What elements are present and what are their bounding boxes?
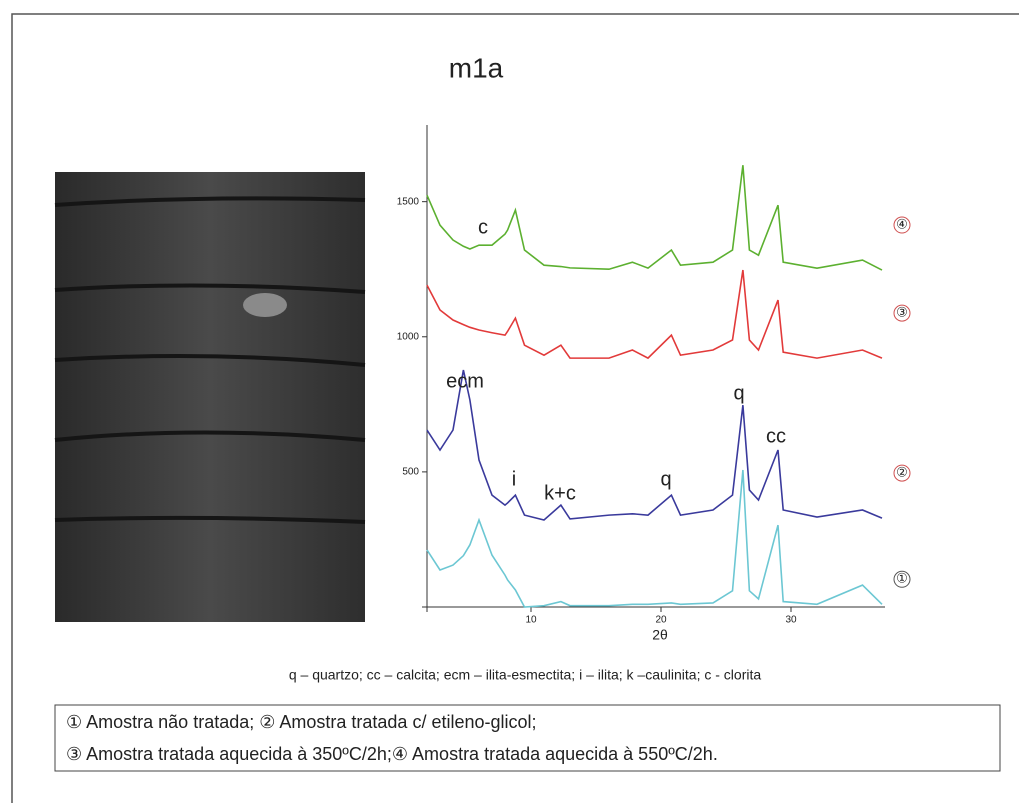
frame (11, 13, 1019, 803)
caption: q – quartzo; cc – calcita; ecm – ilita-e… (289, 667, 762, 683)
peak-annotation: i (512, 468, 516, 490)
peak-annotation: cc (766, 425, 786, 447)
xrd-trace (426, 165, 883, 271)
x-tick-label: 30 (785, 615, 797, 626)
core-photo (54, 172, 366, 622)
y-tick-label: 500 (402, 467, 419, 478)
y-tick-label: 1500 (397, 196, 420, 207)
x-tick-label: 10 (525, 615, 537, 626)
series-label: ② (896, 465, 908, 480)
series-label: ③ (896, 305, 908, 320)
legend-line: ③ Amostra tratada aquecida à 350ºC/2h;④ … (66, 744, 718, 764)
xrd-trace (426, 369, 883, 521)
series-marker (893, 304, 911, 322)
series-label: ① (896, 571, 908, 586)
series-marker (893, 216, 911, 234)
series-marker (893, 464, 911, 482)
series-label: ④ (896, 216, 908, 231)
xrd-trace (426, 269, 883, 360)
series-marker (893, 570, 911, 588)
peak-annotation: q (660, 468, 671, 490)
peak-annotation: k+c (544, 482, 576, 504)
xrd-trace (426, 469, 883, 608)
legend-line: ① Amostra não tratada; ② Amostra tratada… (66, 712, 537, 732)
chart-title: m1a (449, 52, 504, 83)
peak-annotation: q (733, 382, 744, 404)
x-tick-label: 20 (655, 615, 667, 626)
peak-annotation: ecm (446, 370, 484, 392)
x-axis-label: 2θ (652, 627, 668, 643)
y-tick-label: 1000 (397, 331, 420, 342)
peak-annotation: c (478, 216, 488, 238)
legend-box (54, 704, 1001, 772)
